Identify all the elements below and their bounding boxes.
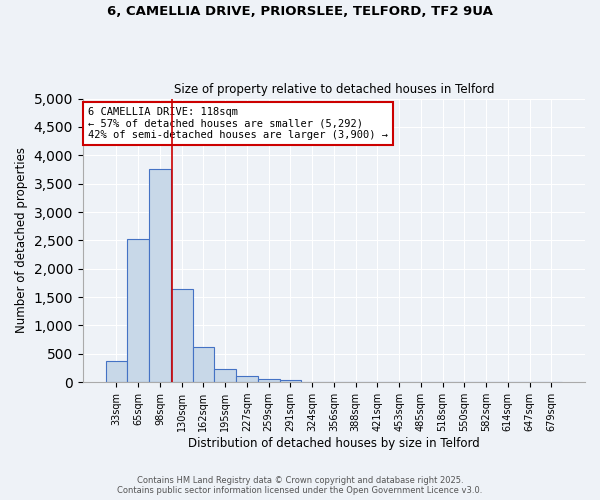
Bar <box>214 368 236 382</box>
Text: 6, CAMELLIA DRIVE, PRIORSLEE, TELFORD, TF2 9UA: 6, CAMELLIA DRIVE, PRIORSLEE, TELFORD, T… <box>107 5 493 18</box>
Bar <box>193 347 214 382</box>
Bar <box>127 238 149 382</box>
Bar <box>149 170 171 382</box>
Y-axis label: Number of detached properties: Number of detached properties <box>15 148 28 334</box>
Bar <box>280 380 301 382</box>
X-axis label: Distribution of detached houses by size in Telford: Distribution of detached houses by size … <box>188 437 480 450</box>
Text: Contains HM Land Registry data © Crown copyright and database right 2025.
Contai: Contains HM Land Registry data © Crown c… <box>118 476 482 495</box>
Text: 6 CAMELLIA DRIVE: 118sqm
← 57% of detached houses are smaller (5,292)
42% of sem: 6 CAMELLIA DRIVE: 118sqm ← 57% of detach… <box>88 107 388 140</box>
Title: Size of property relative to detached houses in Telford: Size of property relative to detached ho… <box>173 83 494 96</box>
Bar <box>171 288 193 382</box>
Bar <box>258 380 280 382</box>
Bar <box>106 360 127 382</box>
Bar <box>236 376 258 382</box>
